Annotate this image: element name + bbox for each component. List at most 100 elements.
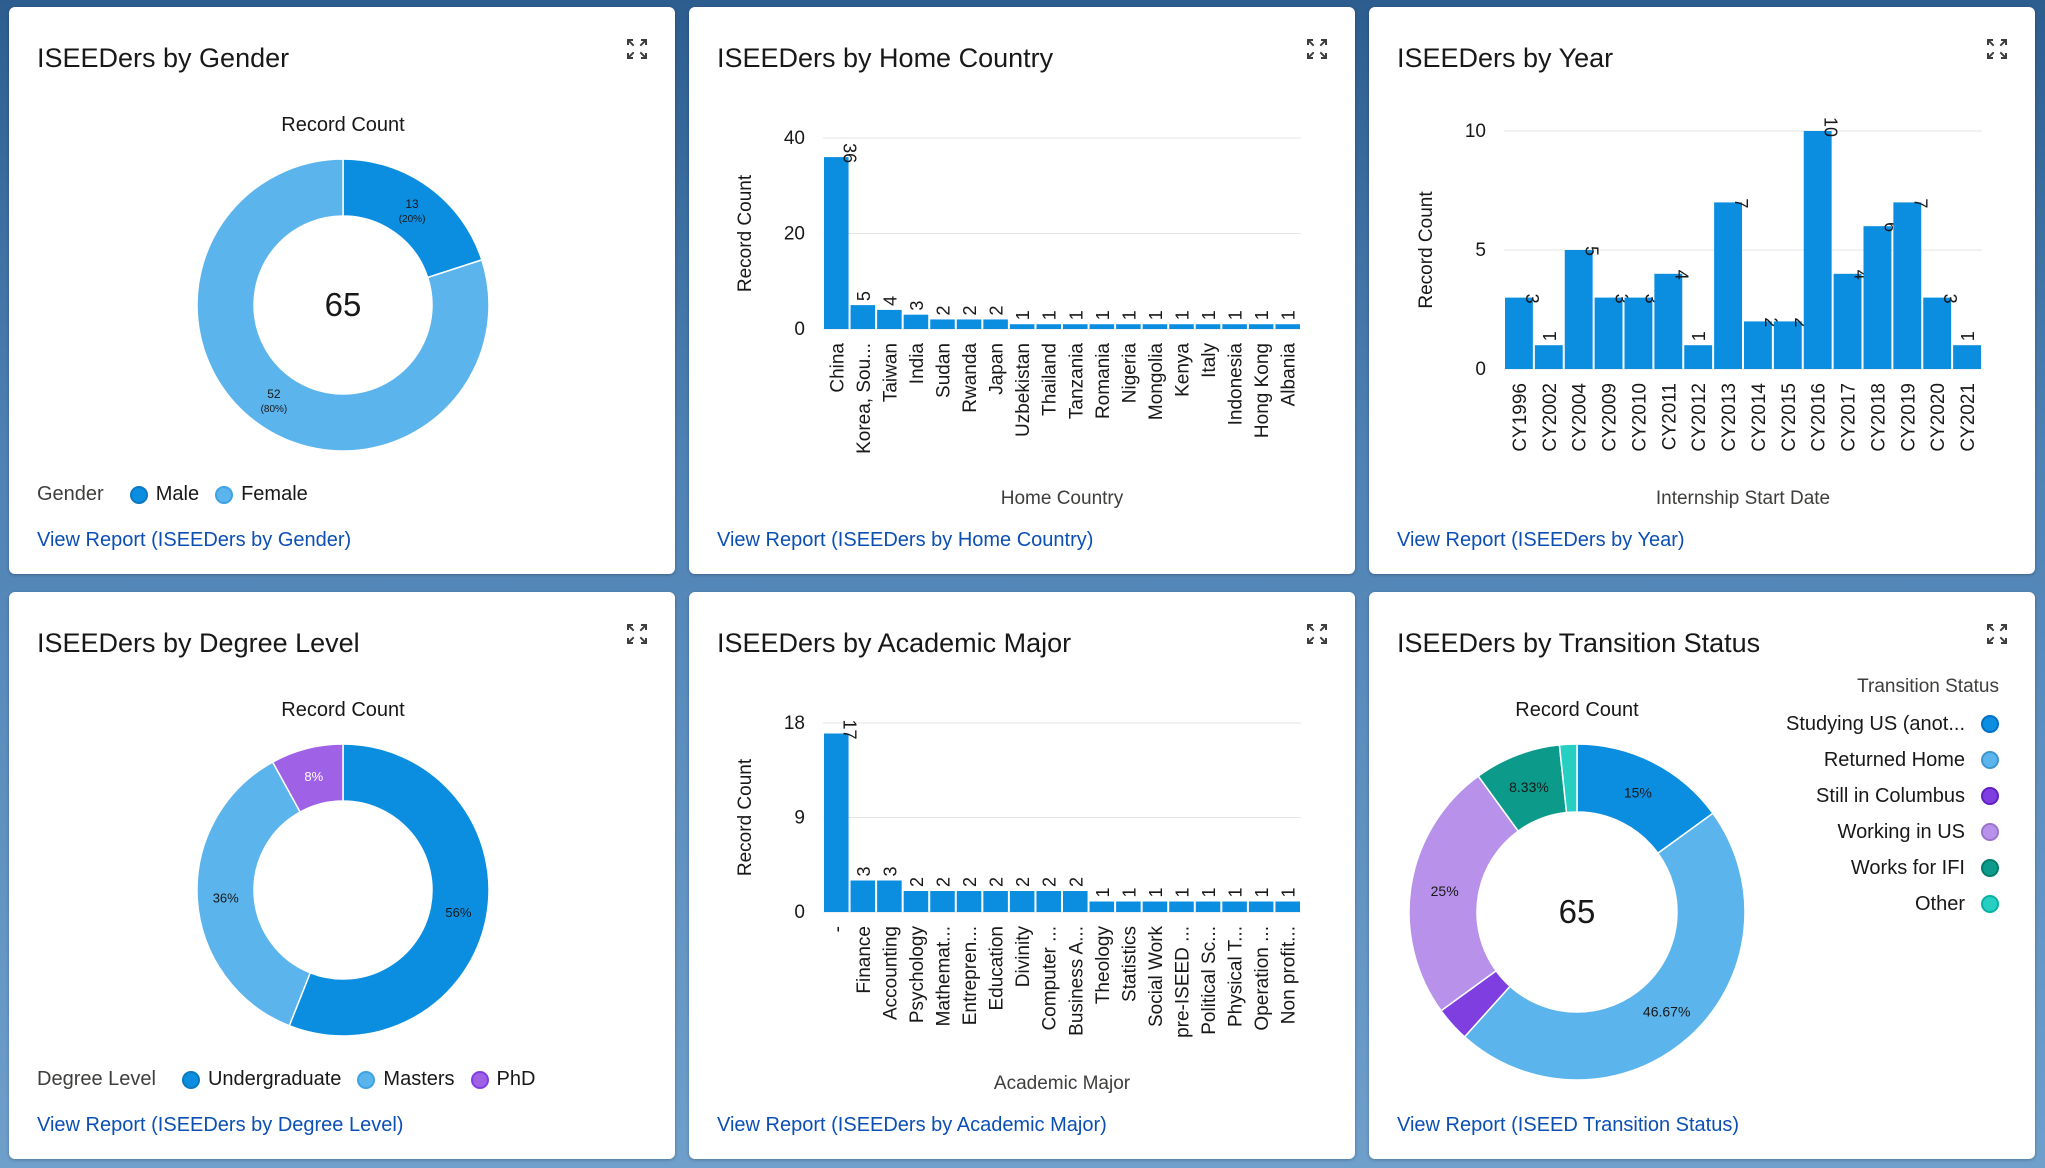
bar-value-label: 1 [1173,887,1193,897]
y-axis-label: Record Count [1416,191,1437,309]
bar-10[interactable] [1089,901,1115,913]
bar-11[interactable] [1116,901,1141,913]
bar-16[interactable] [1248,324,1274,329]
legend-item-undergraduate[interactable]: Undergraduate [181,1068,341,1091]
expand-icon[interactable] [1985,37,2009,61]
bar-7[interactable] [1714,202,1742,369]
legend-label: PhD [496,1068,536,1090]
bar-8[interactable] [1036,891,1061,912]
bar-11[interactable] [1833,273,1862,369]
x-tick-label: CY2011 [1659,383,1680,450]
bar-3[interactable] [903,891,929,912]
view-report-link[interactable]: View Report (ISEEDers by Degree Level) [37,1114,404,1136]
bar-7[interactable] [1009,891,1035,912]
legend-item-female[interactable]: Female [215,483,308,506]
bar-value-label: 4 [1671,270,1691,280]
bar-2[interactable] [877,880,902,913]
legend-item-0[interactable]: Studying US (anot... [1786,706,1999,742]
bar-value-label: 1 [1279,887,1299,897]
donut-slice-1[interactable] [1463,812,1746,1081]
bar-5[interactable] [1654,273,1683,369]
bar-13[interactable] [1169,901,1194,913]
bar-0[interactable] [1505,297,1533,369]
bar-1[interactable] [1534,345,1563,369]
bar-0[interactable] [824,733,849,913]
legend-dot [1981,895,1999,913]
center-total: 65 [325,286,362,323]
bar-14[interactable] [1195,324,1221,329]
bar-7[interactable] [1009,324,1035,329]
country-bar-chart: 0 20 40 Record Count 36 China 5 Korea, Sou... 4 T… [735,128,1301,509]
bar-3[interactable] [903,314,929,329]
bar-9[interactable] [1063,891,1088,912]
x-tick-label: Rwanda [960,343,981,413]
bar-2[interactable] [877,309,902,329]
legend-item-phd[interactable]: PhD [470,1068,536,1091]
expand-icon[interactable] [1305,37,1329,61]
bar-13[interactable] [1893,202,1922,369]
bar-4[interactable] [930,891,955,912]
bar-1[interactable] [850,305,876,329]
bar-15[interactable] [1222,901,1247,913]
bar-0[interactable] [824,157,849,329]
view-report-link[interactable]: View Report (ISEEDers by Academic Major) [717,1114,1107,1136]
legend-item-masters[interactable]: Masters [357,1068,455,1091]
bar-8[interactable] [1744,321,1772,369]
donut-slice-0[interactable] [288,743,490,1037]
legend-item-3[interactable]: Working in US [1786,814,1999,850]
bar-4[interactable] [1624,297,1653,369]
card-academic-major: ISEEDers by Academic Major 0 9 18 Record Co… [689,592,1355,1159]
view-report-link[interactable]: View Report (ISEEDers by Home Country) [717,529,1094,551]
bar-6[interactable] [1684,345,1713,369]
bar-16[interactable] [1248,901,1274,913]
bar-5[interactable] [956,319,982,329]
bar-10[interactable] [1089,324,1115,329]
view-report-link[interactable]: View Report (ISEEDers by Year) [1397,529,1685,551]
bar-4[interactable] [930,319,955,329]
bar-12[interactable] [1863,226,1892,369]
bar-12[interactable] [1142,901,1168,913]
bar-1[interactable] [850,880,876,913]
bar-value-label: 7 [1731,198,1751,208]
donut-slice-5[interactable] [1558,743,1578,814]
bar-5[interactable] [956,891,982,912]
expand-icon[interactable] [625,37,649,61]
bar-6[interactable] [983,891,1008,912]
bar-15[interactable] [1953,345,1981,369]
expand-icon[interactable] [1305,622,1329,646]
slice-label: 8.33% [1509,779,1549,795]
card-year: ISEEDers by Year 0 5 10 Record Count 3 CY1996… [1369,7,2035,574]
legend-item-5[interactable]: Other [1786,886,1999,922]
bar-13[interactable] [1169,324,1194,329]
bar-8[interactable] [1036,324,1061,329]
donut-slice-2[interactable] [271,743,344,814]
legend-item-4[interactable]: Works for IFI [1786,850,1999,886]
view-report-link[interactable]: View Report (ISEEDers by Gender) [37,529,352,551]
bar-3[interactable] [1594,297,1623,369]
donut-slice-3[interactable] [1408,775,1520,1012]
bar-17[interactable] [1275,324,1300,329]
view-report-link[interactable]: View Report (ISEED Transition Status) [1397,1114,1739,1136]
bar-2[interactable] [1564,250,1593,369]
bar-11[interactable] [1116,324,1141,329]
bar-6[interactable] [983,319,1008,329]
bar-9[interactable] [1063,324,1088,329]
bar-value-label: 1 [1013,310,1033,320]
bar-9[interactable] [1773,321,1802,369]
legend-item-male[interactable]: Male [129,483,199,506]
bar-15[interactable] [1222,324,1247,329]
bar-14[interactable] [1195,901,1221,913]
bar-14[interactable] [1923,297,1952,369]
legend-item-2[interactable]: Still in Columbus [1786,778,1999,814]
y-tick-label: 0 [794,902,805,923]
bar-10[interactable] [1803,131,1832,369]
x-tick-label: CY2012 [1689,383,1710,452]
bar-12[interactable] [1142,324,1168,329]
donut-slice-1[interactable] [196,761,312,1027]
bar-value-label: 3 [907,301,927,311]
bar-17[interactable] [1275,901,1300,913]
legend-item-1[interactable]: Returned Home [1786,742,1999,778]
expand-icon[interactable] [625,622,649,646]
donut-slice-1[interactable] [196,158,490,452]
expand-icon[interactable] [1985,622,2009,646]
